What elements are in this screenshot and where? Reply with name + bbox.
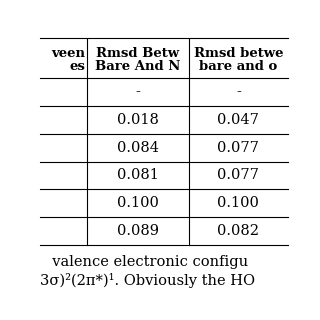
Text: -: - bbox=[135, 85, 140, 99]
Text: es: es bbox=[69, 60, 85, 73]
Text: Rmsd Betw: Rmsd Betw bbox=[96, 46, 179, 60]
Text: veen: veen bbox=[51, 46, 85, 60]
Text: 0.100: 0.100 bbox=[218, 196, 259, 210]
Text: 0.077: 0.077 bbox=[218, 168, 259, 182]
Text: Rmsd betwe: Rmsd betwe bbox=[194, 46, 283, 60]
Text: 0.018: 0.018 bbox=[117, 113, 159, 127]
Text: 0.081: 0.081 bbox=[117, 168, 159, 182]
Text: 0.082: 0.082 bbox=[217, 224, 260, 238]
Text: bare and o: bare and o bbox=[199, 60, 277, 73]
Text: 0.100: 0.100 bbox=[117, 196, 159, 210]
Text: 0.089: 0.089 bbox=[117, 224, 159, 238]
Text: 0.077: 0.077 bbox=[218, 141, 259, 155]
Text: 0.047: 0.047 bbox=[218, 113, 259, 127]
Text: -: - bbox=[236, 85, 241, 99]
Text: 0.084: 0.084 bbox=[117, 141, 159, 155]
Text: valence electronic configu: valence electronic configu bbox=[43, 255, 248, 269]
Text: Bare And N: Bare And N bbox=[95, 60, 180, 73]
Text: 3σ)²(2π*)¹. Obviously the HΟ: 3σ)²(2π*)¹. Obviously the HΟ bbox=[40, 273, 255, 288]
